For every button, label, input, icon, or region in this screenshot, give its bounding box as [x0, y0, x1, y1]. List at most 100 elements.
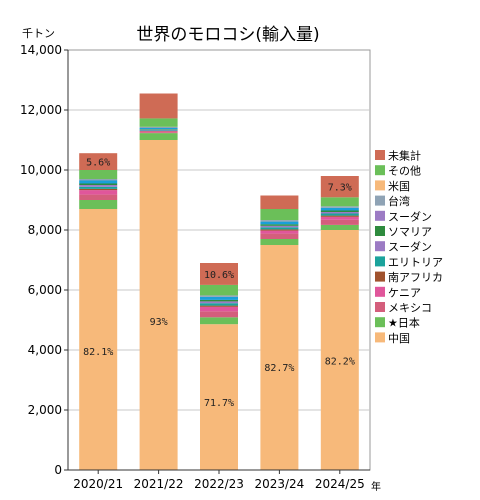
- bar-segment: [260, 195, 299, 209]
- y-tick-label: 8,000: [28, 223, 62, 237]
- segment-label: 10.6%: [204, 270, 234, 281]
- bar-segment: [320, 176, 359, 198]
- bar-segment: [260, 209, 299, 221]
- y-tick-label: 0: [54, 463, 62, 477]
- bar-segment: [200, 296, 238, 300]
- y-unit-label: 千トン: [22, 27, 55, 40]
- legend-label: 台湾: [388, 194, 410, 208]
- bar-segment: [200, 305, 238, 307]
- bar-segment: [200, 311, 238, 318]
- bar-segment: [260, 220, 299, 222]
- x-tick-label: 2020/21: [73, 477, 123, 491]
- bar-segment: [79, 185, 118, 187]
- bar-segment: [139, 93, 178, 119]
- bar-segment: [139, 126, 178, 128]
- y-tick-label: 12,000: [20, 103, 62, 117]
- legend-swatch: [375, 226, 385, 236]
- legend-swatch: [375, 150, 385, 160]
- legend-label: エリトリア: [388, 256, 443, 269]
- legend-swatch: [375, 165, 385, 176]
- bar-segment: [320, 212, 359, 214]
- bar-segment: [320, 197, 359, 207]
- legend-label: スーダン: [388, 209, 432, 223]
- bar-segment: [200, 295, 238, 297]
- bar-segment: [139, 132, 178, 134]
- legend-label: 南アフリカ: [388, 271, 443, 284]
- legend-swatch: [375, 241, 385, 252]
- segment-label: 71.7%: [204, 398, 234, 409]
- legend-label: 米国: [388, 180, 410, 193]
- bar-segment: [79, 170, 118, 179]
- y-tick-label: 10,000: [20, 163, 62, 177]
- legend-swatch: [375, 302, 385, 312]
- x-tick-label: 2021/22: [134, 477, 184, 491]
- legend-swatch: [375, 210, 385, 221]
- y-tick-label: 2,000: [28, 403, 62, 417]
- bar-segment: [320, 213, 359, 216]
- legend-label: ケニア: [388, 286, 421, 299]
- legend: 未集計その他米国台湾スーダンソマリアスーダンエリトリア南アフリカケニアメキシコ★…: [375, 149, 443, 345]
- bar-segment: [260, 225, 299, 228]
- bar-segment: [320, 216, 359, 220]
- x-tick-label: 2022/23: [194, 477, 244, 491]
- legend-swatch: [375, 180, 385, 191]
- legend-label: メキシコ: [388, 302, 432, 315]
- bar-segment: [200, 301, 238, 304]
- chart-title: 世界のモロコシ(輸入量): [136, 25, 319, 45]
- bar-segment: [260, 224, 299, 226]
- bar-segment: [200, 299, 238, 302]
- bar-segment: [139, 129, 178, 131]
- legend-label: 中国: [388, 332, 410, 345]
- segment-label: 93%: [150, 317, 168, 328]
- bar-segment: [320, 215, 359, 217]
- axes: 0 2,000 4,000 6,000 8,000 10,000 12,000 14,000 2…: [20, 43, 370, 491]
- bar-segment: [260, 229, 299, 231]
- legend-label: 未集計: [388, 149, 421, 163]
- bar-segment: [200, 263, 238, 285]
- bar-segment: [139, 130, 178, 131]
- bar-segment: [79, 200, 118, 209]
- y-tick-label: 4,000: [28, 343, 62, 357]
- bar-segment: [139, 128, 178, 130]
- x-unit-label: 年: [371, 480, 381, 493]
- bar-segment: [320, 219, 359, 225]
- bar-segment: [320, 224, 359, 230]
- bar-segment: [79, 183, 118, 185]
- bar-segment: [320, 206, 359, 208]
- bar-segment: [320, 210, 359, 212]
- legend-swatch: [375, 317, 385, 328]
- bars: [79, 93, 359, 470]
- segment-label: 7.3%: [328, 183, 352, 194]
- legend-label: スーダン: [388, 240, 432, 254]
- bar-segment: [79, 186, 118, 189]
- bar-segment: [260, 233, 299, 239]
- bar-segment: [139, 133, 178, 140]
- segment-labels: 82.1% 93% 71.7% 82.7% 82.2% 5.6% 10.6% 7.3%: [83, 158, 355, 409]
- bar-segment: [139, 140, 178, 470]
- bar-segment: [139, 118, 178, 127]
- bar-segment: [139, 131, 178, 133]
- segment-label: 82.2%: [325, 356, 355, 367]
- bar-segment: [260, 221, 299, 225]
- bar-segment: [79, 194, 118, 200]
- y-tick-label: 6,000: [28, 283, 62, 297]
- bar-segment: [260, 245, 299, 470]
- y-tick-label: 14,000: [20, 43, 62, 57]
- bar-segment: [200, 317, 238, 325]
- bar-segment: [200, 303, 238, 306]
- legend-swatch: [375, 256, 385, 267]
- legend-label: ソマリア: [388, 226, 432, 239]
- bar-segment: [320, 230, 359, 470]
- segment-label: 82.1%: [83, 347, 113, 358]
- bar-segment: [260, 227, 299, 230]
- bar-segment: [79, 190, 118, 195]
- segment-label: 82.7%: [264, 363, 294, 374]
- bar-segment: [79, 188, 118, 191]
- bar-segment: [200, 284, 238, 296]
- bar-segment: [79, 209, 118, 470]
- legend-swatch: [375, 332, 385, 343]
- segment-label: 5.6%: [86, 158, 110, 169]
- legend-swatch: [375, 286, 385, 297]
- bar-segment: [320, 207, 359, 211]
